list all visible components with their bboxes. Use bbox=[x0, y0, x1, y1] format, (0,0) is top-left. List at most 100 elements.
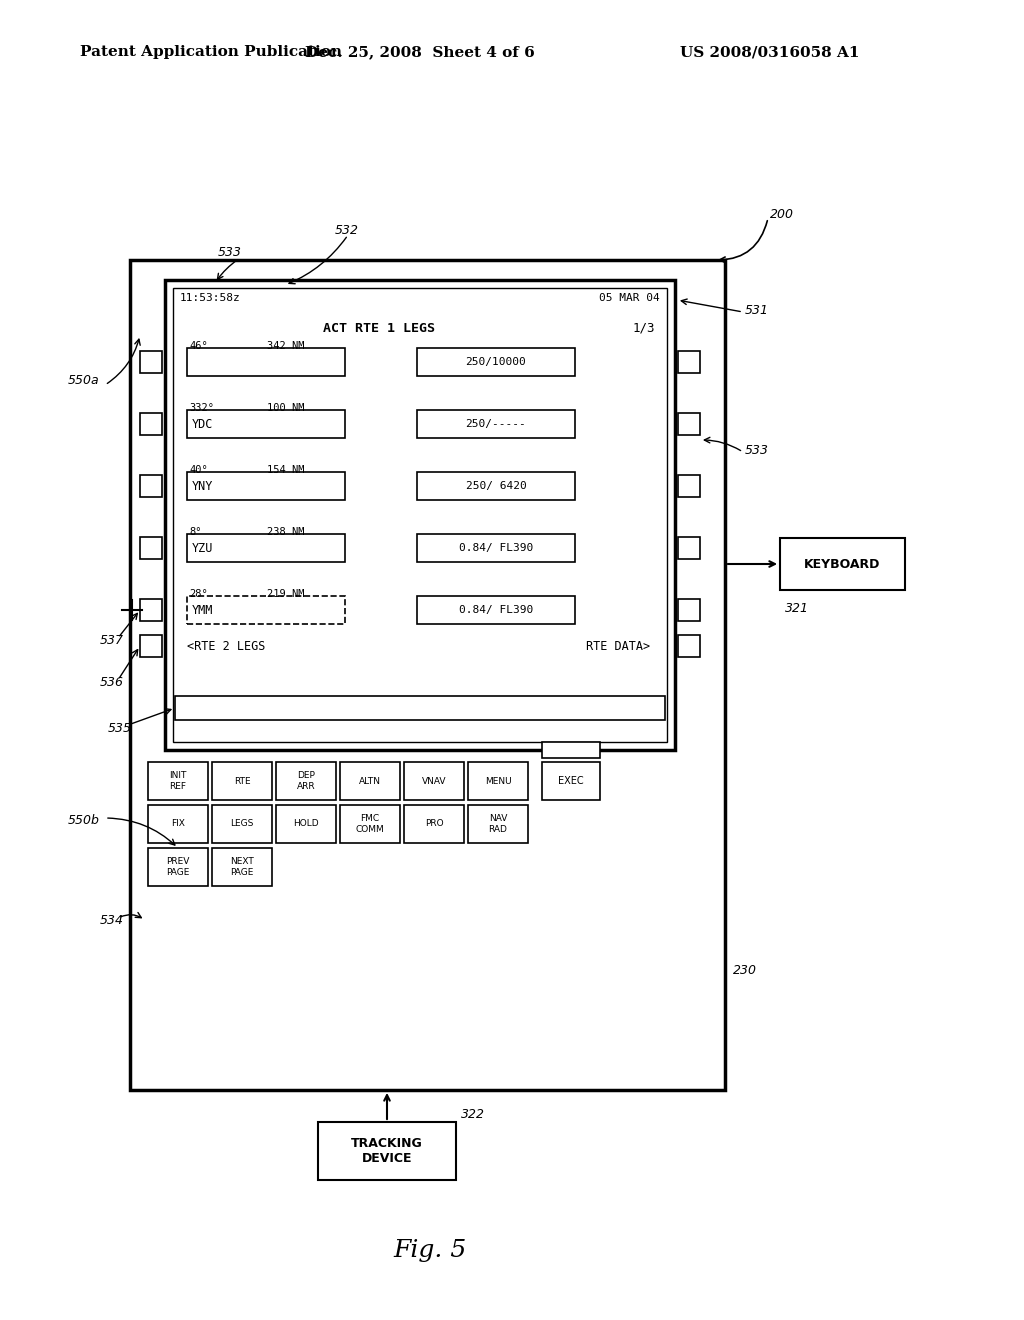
Bar bbox=[187, 535, 345, 562]
Bar bbox=[340, 762, 400, 800]
Bar bbox=[187, 348, 345, 376]
Text: 531: 531 bbox=[745, 304, 769, 317]
Text: 550a: 550a bbox=[68, 374, 99, 387]
Text: NEXT
PAGE: NEXT PAGE bbox=[230, 857, 254, 876]
Text: 40°: 40° bbox=[189, 465, 208, 475]
Text: PREV
PAGE: PREV PAGE bbox=[166, 857, 189, 876]
Text: 250/-----: 250/----- bbox=[466, 418, 526, 429]
Bar bbox=[165, 280, 675, 750]
Bar bbox=[468, 762, 528, 800]
Bar bbox=[404, 805, 464, 843]
Bar bbox=[140, 351, 162, 374]
Text: 46°: 46° bbox=[189, 341, 208, 351]
Bar bbox=[187, 597, 345, 624]
Text: HOLD: HOLD bbox=[293, 820, 318, 829]
Bar bbox=[678, 475, 700, 498]
Bar bbox=[417, 473, 575, 500]
Text: 1/3: 1/3 bbox=[633, 322, 655, 334]
Text: KEYBOARD: KEYBOARD bbox=[804, 557, 881, 570]
Text: LEGS: LEGS bbox=[230, 820, 254, 829]
Text: Fig. 5: Fig. 5 bbox=[393, 1238, 467, 1262]
Bar bbox=[148, 805, 208, 843]
Text: 100 NM: 100 NM bbox=[267, 403, 304, 413]
Bar bbox=[542, 742, 600, 758]
Bar bbox=[130, 260, 725, 1090]
Text: 200: 200 bbox=[770, 209, 794, 222]
Bar bbox=[148, 847, 208, 886]
Bar bbox=[140, 475, 162, 498]
Bar bbox=[187, 411, 345, 438]
Text: 230: 230 bbox=[733, 964, 757, 977]
Text: VNAV: VNAV bbox=[422, 776, 446, 785]
Text: INIT
REF: INIT REF bbox=[169, 771, 186, 791]
Text: 219 NM: 219 NM bbox=[267, 589, 304, 599]
Bar bbox=[212, 847, 272, 886]
Bar bbox=[140, 599, 162, 620]
Bar bbox=[212, 762, 272, 800]
Bar bbox=[140, 635, 162, 657]
Text: 28°: 28° bbox=[189, 589, 208, 599]
Bar bbox=[187, 473, 345, 500]
Bar bbox=[542, 762, 600, 800]
Text: 533: 533 bbox=[745, 444, 769, 457]
Text: MENU: MENU bbox=[484, 776, 511, 785]
Text: 238 NM: 238 NM bbox=[267, 527, 304, 537]
Text: FIX: FIX bbox=[171, 820, 185, 829]
Bar bbox=[678, 599, 700, 620]
Text: ALTN: ALTN bbox=[359, 776, 381, 785]
Text: RTE DATA>: RTE DATA> bbox=[586, 639, 650, 652]
Bar bbox=[276, 762, 336, 800]
Bar bbox=[780, 539, 905, 590]
Text: EXEC: EXEC bbox=[558, 776, 584, 785]
Text: FMC
COMM: FMC COMM bbox=[355, 814, 384, 834]
Bar bbox=[140, 413, 162, 436]
Bar bbox=[678, 537, 700, 558]
Text: 154 NM: 154 NM bbox=[267, 465, 304, 475]
Text: ACT RTE 1 LEGS: ACT RTE 1 LEGS bbox=[324, 322, 435, 334]
Text: RTE: RTE bbox=[233, 776, 250, 785]
Text: 322: 322 bbox=[461, 1107, 485, 1121]
Text: YDC: YDC bbox=[193, 417, 213, 430]
Text: 533: 533 bbox=[218, 246, 242, 259]
Text: Dec. 25, 2008  Sheet 4 of 6: Dec. 25, 2008 Sheet 4 of 6 bbox=[305, 45, 535, 59]
Text: NAV
RAD: NAV RAD bbox=[488, 814, 508, 834]
Bar bbox=[417, 348, 575, 376]
Text: 321: 321 bbox=[785, 602, 809, 615]
Text: TRACKING
DEVICE: TRACKING DEVICE bbox=[351, 1137, 423, 1166]
Text: YZU: YZU bbox=[193, 541, 213, 554]
Bar bbox=[678, 635, 700, 657]
Bar bbox=[678, 351, 700, 374]
Bar bbox=[340, 805, 400, 843]
Text: 550b: 550b bbox=[68, 813, 100, 826]
Text: PRO: PRO bbox=[425, 820, 443, 829]
Bar bbox=[468, 805, 528, 843]
Bar bbox=[173, 288, 667, 742]
Bar bbox=[140, 537, 162, 558]
Bar bbox=[148, 762, 208, 800]
Text: Patent Application Publication: Patent Application Publication bbox=[80, 45, 342, 59]
Text: <RTE 2 LEGS: <RTE 2 LEGS bbox=[187, 639, 265, 652]
Bar bbox=[417, 535, 575, 562]
Text: 8°: 8° bbox=[189, 527, 202, 537]
Text: 0.84/ FL390: 0.84/ FL390 bbox=[459, 543, 534, 553]
Text: 332°: 332° bbox=[189, 403, 214, 413]
Text: 535: 535 bbox=[108, 722, 132, 734]
Text: 05 MAR 04: 05 MAR 04 bbox=[599, 293, 660, 304]
Text: US 2008/0316058 A1: US 2008/0316058 A1 bbox=[680, 45, 859, 59]
Text: 536: 536 bbox=[100, 676, 124, 689]
Text: 0.84/ FL390: 0.84/ FL390 bbox=[459, 605, 534, 615]
Text: 250/ 6420: 250/ 6420 bbox=[466, 480, 526, 491]
Bar bbox=[417, 597, 575, 624]
Bar bbox=[212, 805, 272, 843]
Text: 532: 532 bbox=[335, 223, 359, 236]
Text: 11:53:58z: 11:53:58z bbox=[180, 293, 241, 304]
Text: DEP
ARR: DEP ARR bbox=[297, 771, 315, 791]
Bar bbox=[276, 805, 336, 843]
Text: 342 NM: 342 NM bbox=[267, 341, 304, 351]
Text: YNY: YNY bbox=[193, 479, 213, 492]
Text: YMM: YMM bbox=[193, 603, 213, 616]
Bar bbox=[318, 1122, 456, 1180]
Bar bbox=[678, 413, 700, 436]
Text: 534: 534 bbox=[100, 913, 124, 927]
Bar bbox=[417, 411, 575, 438]
